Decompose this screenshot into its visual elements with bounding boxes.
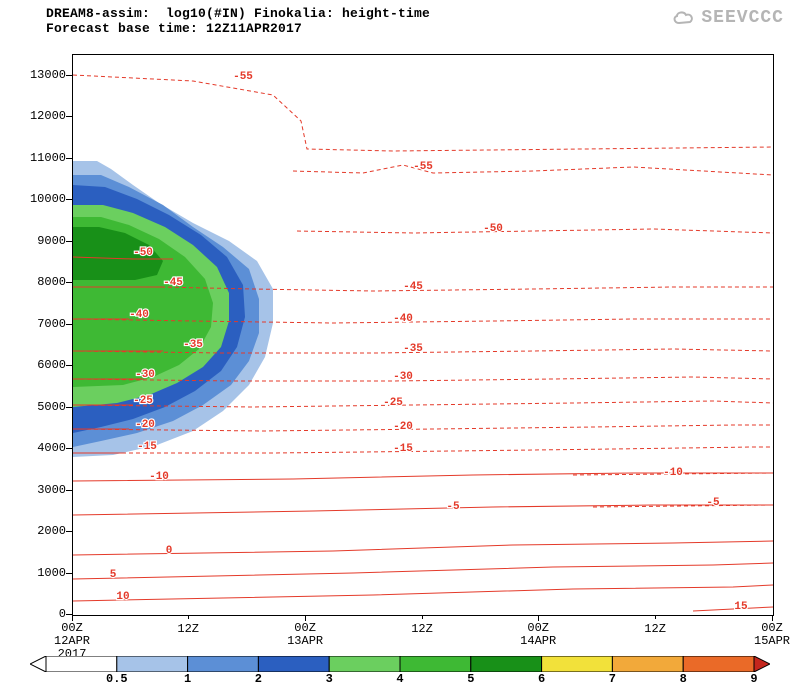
colorbar-labels: 0.5 1 2 3 4 5 6 7 8 9: [30, 672, 770, 686]
provider-logo: SEEVCCC: [671, 8, 784, 28]
title-line2: Forecast base time: 12Z11APR2017: [46, 21, 430, 36]
colorbar-cell: [542, 656, 613, 672]
isoline-label: 5: [110, 569, 117, 581]
y-tick-label: 9000: [37, 234, 66, 248]
colorbar-tick: 4: [396, 672, 403, 686]
isoline: [73, 75, 773, 151]
isoline-label: 0: [166, 545, 173, 557]
y-tick-label: 0: [59, 607, 66, 621]
y-tick-label: 12000: [30, 109, 66, 123]
y-tick-label: 5000: [37, 400, 66, 414]
y-tick-label: 4000: [37, 441, 66, 455]
y-tick-label: 3000: [37, 483, 66, 497]
isoline-label: -55: [233, 71, 253, 83]
x-tick-minor: 12Z: [644, 622, 666, 636]
colorbar-cell: [683, 656, 754, 672]
x-tick-minor: 12Z: [411, 622, 433, 636]
isoline-label: -40: [129, 309, 149, 321]
colorbar-svg: [30, 656, 770, 672]
colorbar-cell: [46, 656, 117, 672]
isoline-label: -30: [135, 369, 155, 381]
isoline: [297, 229, 773, 233]
y-tick-label: 11000: [30, 151, 66, 165]
colorbar-cell: [188, 656, 259, 672]
filled-contours: [73, 161, 273, 457]
isoline-label: -20: [135, 419, 155, 431]
plot-svg: -55-55-50-50-45-45-40-40-35-35-30-30-25-…: [73, 55, 773, 615]
colorbar-tick: 9: [750, 672, 757, 686]
x-tick-minor: 12Z: [177, 622, 199, 636]
isoline: [73, 585, 773, 601]
isoline-label: 10: [116, 591, 129, 603]
y-tick-label: 8000: [37, 275, 66, 289]
isoline: [73, 505, 773, 515]
colorbar-swatches: [30, 656, 770, 672]
y-tick-label: 10000: [30, 192, 66, 206]
isoline-label: -15: [393, 443, 413, 455]
colorbar-tick: 6: [538, 672, 545, 686]
isoline-label: -55: [413, 161, 433, 173]
colorbar-tick: 3: [326, 672, 333, 686]
isoline: [73, 447, 773, 453]
isoline: [73, 541, 773, 555]
colorbar-tick: 7: [609, 672, 616, 686]
colorbar-cell: [400, 656, 471, 672]
isoline: [293, 165, 773, 175]
isoline-label: -25: [383, 397, 403, 409]
page-root: DREAM8-assim: log10(#IN) Finokalia: heig…: [0, 0, 800, 695]
colorbar-cell: [471, 656, 542, 672]
isoline-label: -35: [403, 343, 423, 355]
colorbar-cell: [329, 656, 400, 672]
isoline-label: -30: [393, 371, 413, 383]
isoline-label: 15: [734, 601, 748, 613]
cloud-icon: [671, 9, 697, 27]
x-tick-major: 00Z15APR: [754, 622, 790, 648]
colorbar-tick: 5: [467, 672, 474, 686]
isoline-label: -35: [183, 339, 203, 351]
colorbar-tick: 0.5: [106, 672, 128, 686]
isoline-label: -40: [393, 313, 413, 325]
y-tick-label: 6000: [37, 358, 66, 372]
y-tick-label: 13000: [30, 68, 66, 82]
plot-area: -55-55-50-50-45-45-40-40-35-35-30-30-25-…: [72, 54, 774, 616]
colorbar: 0.5 1 2 3 4 5 6 7 8 9: [30, 656, 770, 688]
colorbar-cell: [612, 656, 683, 672]
isoline-label: -45: [163, 277, 183, 289]
isoline: [693, 607, 773, 611]
isoline-label: -15: [137, 441, 157, 453]
y-tick-label: 7000: [37, 317, 66, 331]
logo-text: SEEVCCC: [701, 8, 784, 28]
y-tick-label: 1000: [37, 566, 66, 580]
isoline-label: -50: [483, 223, 503, 235]
title-line1: DREAM8-assim: log10(#IN) Finokalia: heig…: [46, 6, 430, 21]
isoline-label: -5: [446, 501, 460, 513]
colorbar-cell: [258, 656, 329, 672]
isoline-label: -50: [133, 247, 153, 259]
colorbar-cell: [117, 656, 188, 672]
colorbar-tick: 2: [255, 672, 262, 686]
isoline-label: -20: [393, 421, 413, 433]
isoline-label: -5: [706, 497, 720, 509]
isoline-label: -25: [133, 395, 153, 407]
isoline-label: -45: [403, 281, 423, 293]
isoline: [73, 563, 773, 579]
y-tick-label: 2000: [37, 524, 66, 538]
colorbar-tick: 8: [680, 672, 687, 686]
chart-title: DREAM8-assim: log10(#IN) Finokalia: heig…: [46, 6, 430, 36]
isoline-label: -10: [663, 467, 683, 479]
isoline-label: -10: [149, 471, 169, 483]
x-tick-major: 00Z14APR: [520, 622, 556, 648]
colorbar-tick: 1: [184, 672, 191, 686]
x-tick-major: 00Z13APR: [287, 622, 323, 648]
